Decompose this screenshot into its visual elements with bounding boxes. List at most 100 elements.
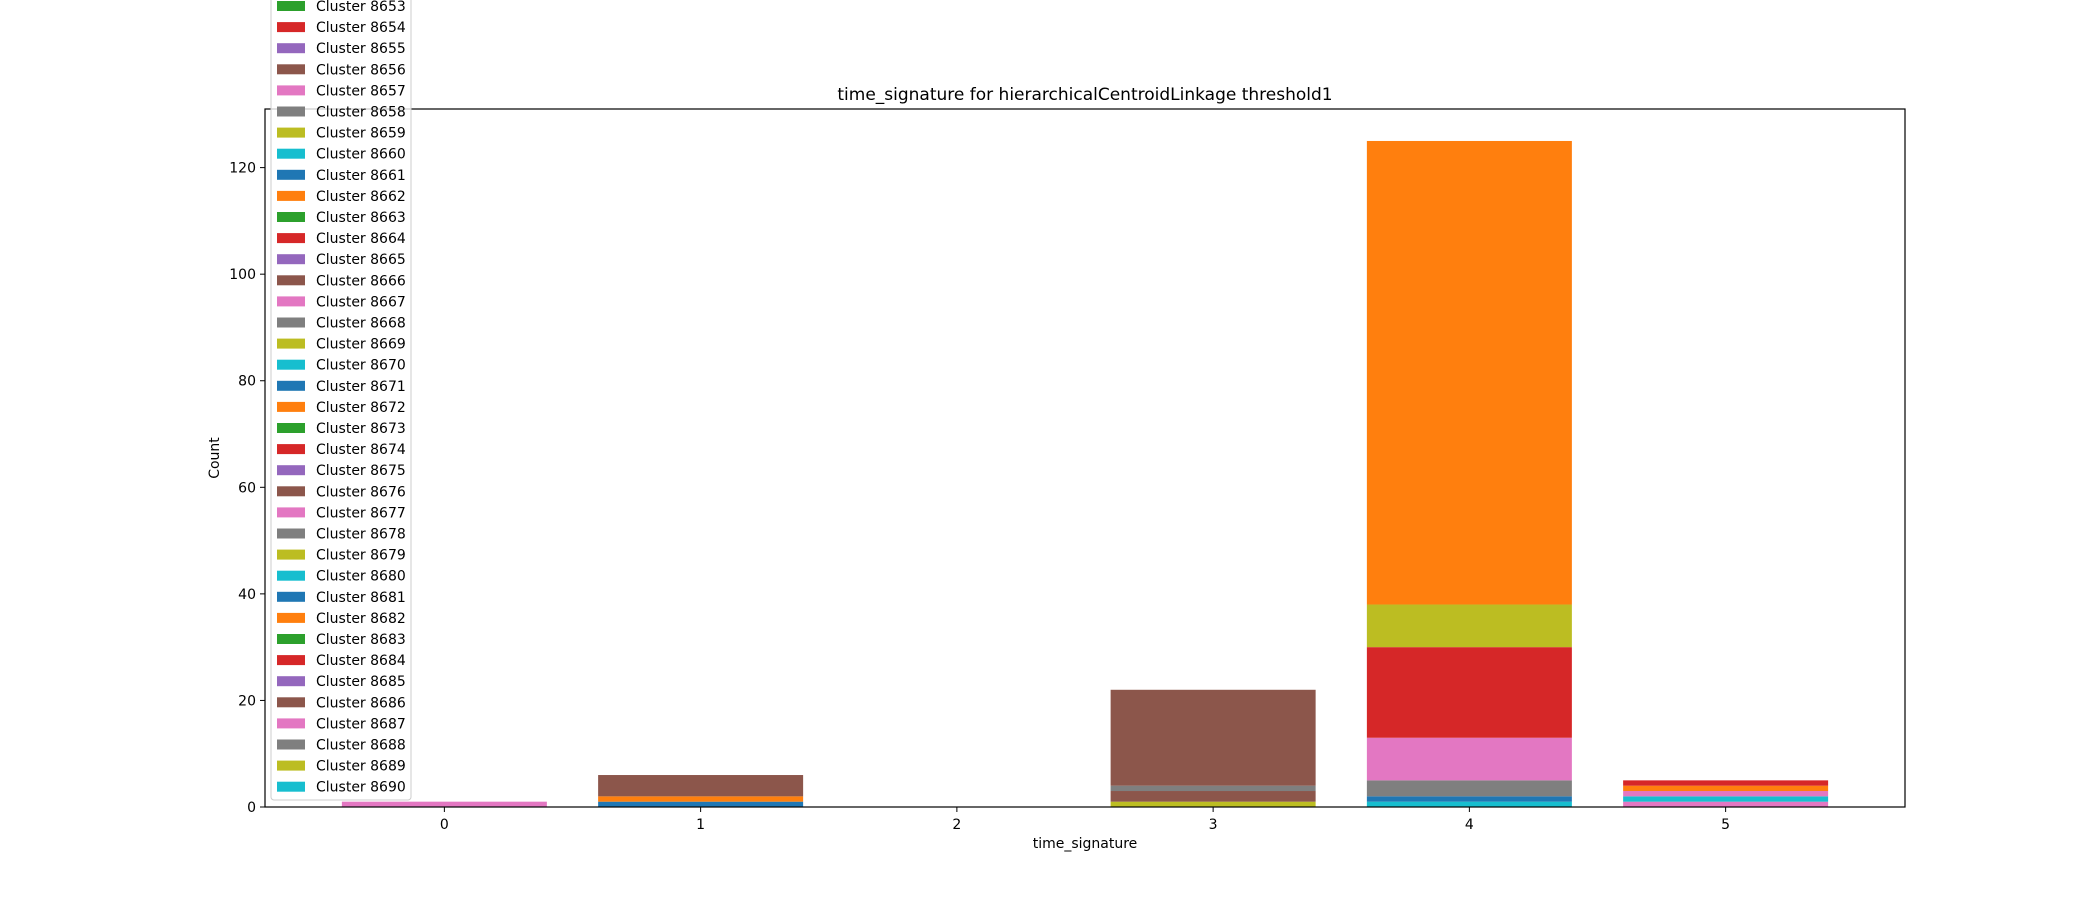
legend: Cluster 8653 Cluster 8654 Cluster 8655 Clus… <box>270 0 412 801</box>
legend-label: Cluster 8676 <box>316 484 406 500</box>
legend-label: Cluster 8673 <box>316 421 406 437</box>
legend-label: Cluster 8687 <box>316 716 406 732</box>
legend-label: Cluster 8678 <box>316 527 406 543</box>
y-tick-label: 80 <box>238 374 256 390</box>
bar-segment <box>598 796 804 802</box>
bar-segment <box>1623 780 1829 786</box>
y-tick-label: 40 <box>238 587 256 603</box>
legend-swatch <box>277 697 305 708</box>
legend-swatch <box>277 275 305 286</box>
bar-segment <box>1623 791 1829 797</box>
y-tick-label: 100 <box>229 267 256 283</box>
legend-label: Cluster 8688 <box>316 738 406 754</box>
legend-label: Cluster 8682 <box>316 611 406 627</box>
legend-swatch <box>277 296 305 307</box>
bar-segment <box>341 801 547 807</box>
legend-label: Cluster 8681 <box>316 590 406 606</box>
x-tick-label: 3 <box>1209 817 1218 833</box>
legend-label: Cluster 8684 <box>316 653 406 669</box>
bar-segment <box>1110 791 1316 802</box>
bar-segment <box>598 775 804 797</box>
legend-label: Cluster 8679 <box>316 548 406 564</box>
legend-label: Cluster 8660 <box>316 147 406 163</box>
legend-swatch <box>277 233 305 244</box>
bars-layer <box>341 140 1829 807</box>
y-tick-label: 120 <box>229 161 256 177</box>
bar-segment <box>598 801 804 807</box>
legend-label: Cluster 8669 <box>316 337 406 353</box>
legend-swatch <box>277 528 305 539</box>
x-tick-label: 5 <box>1721 817 1730 833</box>
legend-swatch <box>277 338 305 349</box>
legend-swatch <box>277 22 305 33</box>
bar-segment <box>1623 796 1829 802</box>
x-axis-ticks: 0 1 2 3 4 5 <box>440 807 1730 833</box>
legend-label: Cluster 8659 <box>316 126 406 142</box>
legend-label: Cluster 8663 <box>316 210 406 226</box>
legend-swatch <box>277 127 305 138</box>
legend-swatch <box>277 401 305 412</box>
y-axis-ticks: 0 20 40 60 80 100 120 <box>229 161 265 816</box>
legend-swatch <box>277 212 305 222</box>
legend-swatch <box>277 43 305 54</box>
legend-label: Cluster 8683 <box>316 632 406 648</box>
bar-segment <box>1366 796 1572 802</box>
legend-swatch <box>277 148 305 159</box>
bar-segment <box>1110 801 1316 807</box>
bar-segment <box>1110 785 1316 792</box>
bar-segment <box>1623 785 1829 792</box>
legend-label: Cluster 8666 <box>316 273 406 289</box>
legend-swatch <box>277 634 305 644</box>
legend-label: Cluster 8674 <box>316 442 406 458</box>
legend-label: Cluster 8671 <box>316 379 406 395</box>
chart-title: time_signature for hierarchicalCentroidL… <box>837 85 1332 105</box>
legend-swatch <box>277 169 305 180</box>
legend-swatch <box>277 570 305 581</box>
legend-label: Cluster 8675 <box>316 463 406 479</box>
legend-label: Cluster 8662 <box>316 189 406 205</box>
legend-swatch <box>277 106 305 117</box>
x-tick-label: 1 <box>696 817 705 833</box>
legend-label: Cluster 8664 <box>316 231 406 247</box>
bar-segment <box>1110 689 1316 786</box>
legend-items: Cluster 8653 Cluster 8654 Cluster 8655 Clus… <box>277 0 406 796</box>
bar-segment <box>1366 604 1572 648</box>
legend-swatch <box>277 190 305 201</box>
legend-swatch <box>277 380 305 391</box>
legend-label: Cluster 8677 <box>316 505 406 521</box>
legend-label: Cluster 8668 <box>316 316 406 332</box>
legend-swatch <box>277 507 305 518</box>
legend-label: Cluster 8658 <box>316 105 406 121</box>
x-tick-label: 4 <box>1465 817 1474 833</box>
legend-swatch <box>277 760 305 771</box>
bar-segment <box>1366 737 1572 781</box>
y-tick-label: 60 <box>238 480 256 496</box>
legend-swatch <box>277 444 305 455</box>
legend-label: Cluster 8670 <box>316 358 406 374</box>
x-tick-label: 2 <box>952 817 961 833</box>
legend-label: Cluster 8672 <box>316 400 406 416</box>
legend-swatch <box>277 486 305 497</box>
legend-label: Cluster 8654 <box>316 20 406 36</box>
legend-label: Cluster 8665 <box>316 252 406 268</box>
legend-swatch <box>277 64 305 75</box>
legend-swatch <box>277 317 305 328</box>
legend-label: Cluster 8657 <box>316 83 406 99</box>
y-tick-label: 20 <box>238 693 256 709</box>
legend-label: Cluster 8656 <box>316 62 406 78</box>
legend-box <box>270 0 412 801</box>
x-tick-label: 0 <box>440 817 449 833</box>
legend-label: Cluster 8655 <box>316 41 406 57</box>
bar-segment <box>1366 647 1572 738</box>
legend-swatch <box>277 254 305 265</box>
bar-segment <box>1366 140 1572 605</box>
legend-swatch <box>277 781 305 792</box>
legend-swatch <box>277 549 305 560</box>
legend-label: Cluster 8685 <box>316 674 406 690</box>
legend-label: Cluster 8690 <box>316 780 406 796</box>
legend-swatch <box>277 591 305 602</box>
bar-segment <box>1623 801 1829 807</box>
y-tick-label: 0 <box>247 800 256 816</box>
bar-segment <box>1366 780 1572 797</box>
